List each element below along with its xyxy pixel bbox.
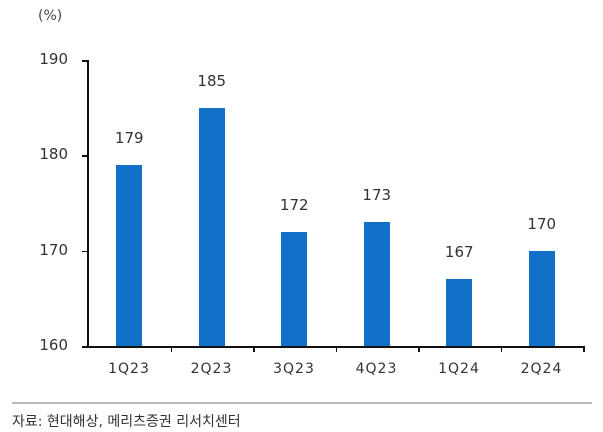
data-label: 179 bbox=[114, 128, 144, 147]
bar-1Q24 bbox=[446, 279, 473, 346]
x-tick-mark bbox=[500, 346, 502, 352]
y-tick-mark bbox=[82, 155, 88, 157]
bar-4Q23 bbox=[363, 222, 390, 346]
x-tick-label: 3Q23 bbox=[273, 361, 315, 377]
x-tick-label: 2Q23 bbox=[190, 361, 233, 377]
y-tick-mark bbox=[82, 346, 88, 348]
y-tick-label: 170 bbox=[39, 240, 68, 259]
y-axis bbox=[87, 60, 89, 347]
x-tick-label: 1Q23 bbox=[108, 361, 150, 377]
y-tick-label: 180 bbox=[39, 145, 68, 164]
bar-2Q23 bbox=[198, 107, 225, 346]
bar-2Q24 bbox=[528, 250, 555, 346]
data-label: 170 bbox=[527, 214, 557, 233]
y-tick-label: 160 bbox=[39, 336, 68, 354]
data-label: 185 bbox=[197, 71, 227, 90]
x-tick-label: 4Q23 bbox=[355, 361, 398, 377]
x-tick-label: 2Q24 bbox=[520, 361, 563, 377]
footer-divider bbox=[12, 402, 592, 404]
y-unit-label: (%) bbox=[38, 8, 63, 24]
bar-1Q23 bbox=[116, 164, 143, 346]
x-tick-mark bbox=[418, 346, 420, 352]
source-note: 자료: 현대해상, 메리츠증권 리서치센터 bbox=[12, 414, 241, 430]
data-label: 172 bbox=[279, 195, 309, 214]
data-label: 167 bbox=[444, 243, 474, 262]
bar-3Q23 bbox=[281, 231, 308, 346]
x-tick-label: 1Q24 bbox=[438, 361, 480, 377]
y-tick-mark bbox=[82, 250, 88, 253]
x-tick-mark bbox=[170, 346, 172, 352]
data-label: 173 bbox=[362, 186, 392, 205]
x-tick-mark bbox=[583, 346, 585, 352]
y-tick-label: 190 bbox=[39, 50, 68, 68]
y-tick-mark bbox=[82, 60, 88, 62]
x-tick-mark bbox=[253, 346, 255, 352]
x-tick-mark bbox=[335, 346, 337, 352]
